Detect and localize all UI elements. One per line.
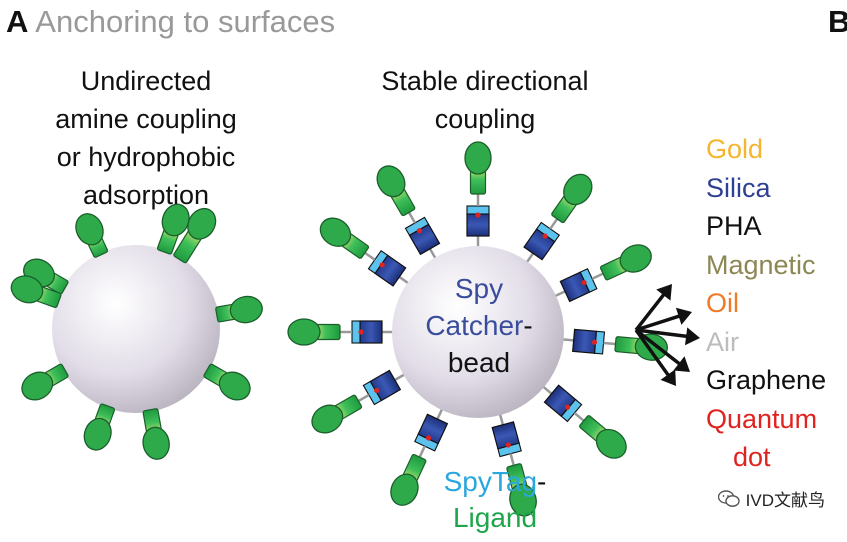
left-heading-line: Undirected <box>80 66 212 96</box>
isopeptide-bond <box>581 279 587 286</box>
bead-label-catcher-line: Catcher- <box>404 307 554 344</box>
protein-ligand <box>599 244 652 281</box>
spycatcher-assembly <box>491 410 537 517</box>
arrow <box>635 327 700 346</box>
adsorbed-proteins <box>10 203 263 460</box>
arrow <box>634 328 690 372</box>
arrow <box>635 307 692 332</box>
protein-ligand <box>464 141 492 195</box>
protein-ligand <box>173 207 217 264</box>
surface-label: Oil <box>706 288 739 318</box>
bead-label: Spy Catcher- bead <box>404 270 554 381</box>
protein-ligand <box>75 213 109 258</box>
spycatcher-assembly <box>319 217 412 287</box>
spycatcher-assembly <box>376 165 441 262</box>
isopeptide-bond <box>374 387 380 394</box>
left-heading-line: amine coupling <box>55 104 237 134</box>
protein-ligand <box>21 363 69 401</box>
isopeptide-bond <box>358 329 364 335</box>
protein-ligand <box>376 165 416 217</box>
ligand-text: Ligand <box>452 502 538 533</box>
spycatcher-assembly <box>311 369 408 434</box>
spycatcher-assembly <box>287 318 396 346</box>
isopeptide-bond <box>542 233 548 239</box>
isopeptide-bond <box>505 442 511 448</box>
surface-label: dot <box>733 442 771 472</box>
left-heading: Undirected amine coupling or hydrophobic… <box>12 62 280 214</box>
isopeptide-bond <box>379 262 385 268</box>
wechat-icon <box>717 489 740 507</box>
spycatcher-bead <box>392 246 564 418</box>
spycatcher-assembly <box>390 405 449 506</box>
protein-ligand <box>215 295 263 324</box>
spycatcher-assembly <box>464 141 492 250</box>
spycatcher-assembly <box>523 173 593 266</box>
surface-label: PHA <box>706 211 762 241</box>
right-heading-line: coupling <box>434 104 536 134</box>
spytag-text: SpyTag <box>443 466 538 497</box>
protein-ligand <box>83 403 116 451</box>
spytag-line: SpyTag- <box>420 464 570 500</box>
protein-ligand <box>506 463 537 517</box>
right-heading: Stable directional coupling <box>350 62 620 138</box>
panel-a-title-text: Anchoring to surfaces <box>35 4 336 39</box>
spytag-ligand-label: SpyTag- Ligand <box>420 464 570 536</box>
surface-label: Quantum <box>706 403 818 434</box>
protein-ligand <box>156 203 190 255</box>
protein-ligand <box>551 173 593 224</box>
spycatcher-assembly <box>551 244 652 303</box>
surface-label: Graphene <box>706 365 827 395</box>
isopeptide-bond <box>565 404 571 410</box>
bead-label-bead: bead <box>447 347 511 378</box>
surface-arrows <box>634 284 700 386</box>
bead-label-dash: - <box>523 310 533 341</box>
watermark-text: IVD文献鸟 <box>745 491 825 510</box>
protein-ligand <box>311 394 363 434</box>
left-heading-line: or hydrophobic <box>56 142 236 172</box>
protein-ligand <box>319 217 370 259</box>
surface-label: Silica <box>706 172 771 203</box>
bead-label-spy: Spy <box>454 273 504 304</box>
protein-ligand <box>287 318 341 346</box>
isopeptide-bond <box>475 212 481 218</box>
arrow <box>634 284 672 332</box>
panel-a-letter: A <box>6 4 29 39</box>
left-heading-line: adsorption <box>82 180 210 210</box>
protein-ligand <box>203 363 251 401</box>
protein-ligand <box>10 275 62 309</box>
surface-label: Magnetic <box>706 249 816 280</box>
protein-ligand <box>142 408 170 460</box>
isopeptide-bond <box>416 228 423 234</box>
isopeptide-bond <box>425 435 432 441</box>
right-heading-line: Stable directional <box>381 66 589 96</box>
spytag-dash: - <box>537 466 547 497</box>
surface-label: Gold <box>706 134 764 164</box>
panel-b-letter: B <box>828 4 847 39</box>
protein-ligand <box>579 415 627 459</box>
bead-label-catcher: Catcher <box>425 310 524 341</box>
undirected-bead <box>52 245 220 413</box>
panel-a-title: A Anchoring to surfaces <box>6 4 335 40</box>
spycatcher-assembly <box>540 383 627 459</box>
surface-label: Air <box>706 326 739 357</box>
isopeptide-bond <box>591 339 598 345</box>
protein-ligand <box>390 453 427 506</box>
arrow <box>634 328 676 386</box>
watermark: IVD文献鸟 <box>717 486 825 511</box>
